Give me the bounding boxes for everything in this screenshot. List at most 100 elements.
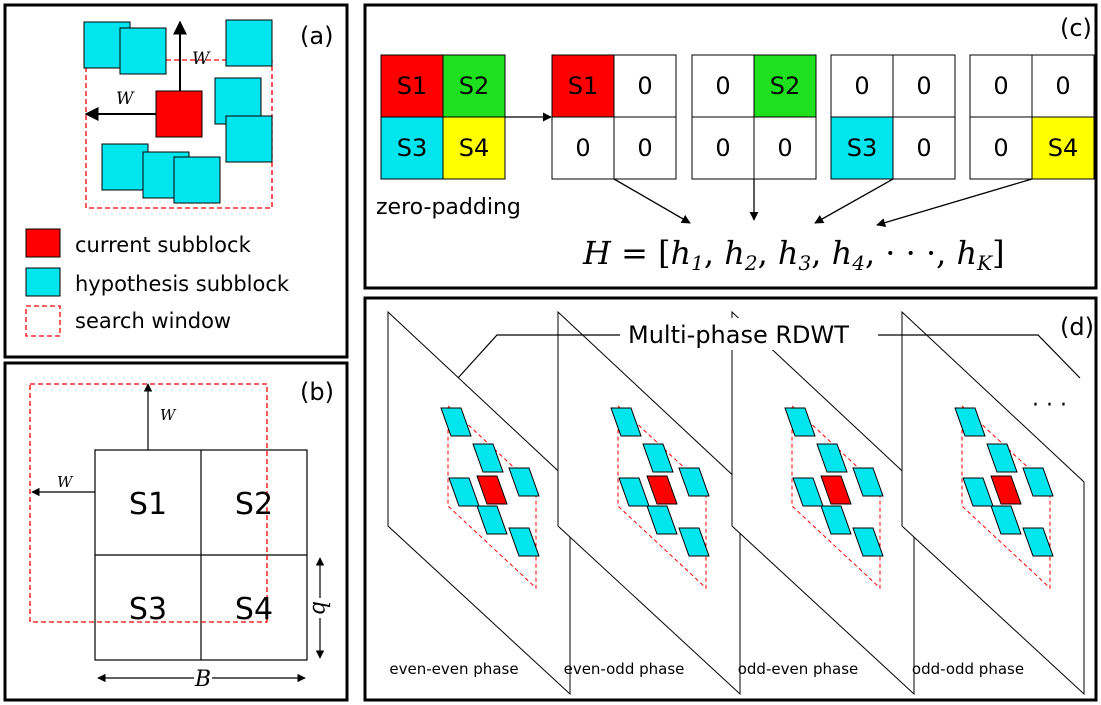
formula: H = [h1, h2, h3, h4, · · ·, hK] [582, 234, 1005, 275]
phase-label: odd-odd phase [912, 660, 1024, 678]
padded-cell-label: 0 [715, 134, 730, 162]
hypothesis-blocks [83, 19, 273, 204]
zero-padding-caption: zero-padding [376, 195, 521, 220]
padded-cell-label: 0 [993, 134, 1008, 162]
current-subblock [820, 475, 852, 505]
padded-block-4: 0 0 0 S4 [969, 54, 1095, 180]
hypothesis-subblock [1022, 467, 1054, 497]
hypothesis-subblock [472, 443, 504, 473]
hypothesis-subblock [678, 527, 710, 557]
source-s1-cell [380, 54, 444, 118]
padded-block-2: 0 S2 0 0 [691, 54, 817, 180]
current-subblock [155, 90, 203, 138]
padded-cell-label: 0 [916, 72, 931, 100]
hypothesis-subblock [646, 505, 678, 535]
padded-cell-label: S4 [1048, 134, 1079, 162]
phase-plane-4: odd-odd phase [901, 310, 1085, 696]
padded-block-3: 0 0 S3 0 [830, 54, 956, 180]
multiphase-title: Multi-phase RDWT [628, 321, 849, 349]
panel-c: (c) S1 S2 S3 S4 zero-padding S1 00 00 S20 00… [363, 3, 1098, 290]
phase-planes: even-even phase even-odd phase odd-even ph… [387, 310, 1085, 696]
w-label-up: W [192, 49, 211, 69]
padded-cell [691, 54, 755, 118]
phase-plane-3: odd-even phase [731, 310, 915, 696]
hypothesis-subblock [990, 505, 1022, 535]
padded-cell-label: 0 [854, 72, 869, 100]
panel-c-label: (c) [1060, 14, 1092, 42]
source-s4: S4 [459, 134, 490, 162]
title-leader-left [457, 334, 620, 379]
current-subblock [476, 475, 508, 505]
more-phases-ellipsis: · · · [1032, 393, 1067, 418]
padding-arrows [613, 178, 1033, 228]
arrow-block3 [814, 178, 894, 224]
b-dimension-label: B [194, 667, 211, 692]
search-window [617, 404, 707, 590]
legend-hypothesis-label: hypothesis subblock [75, 272, 290, 296]
hypothesis-subblock [986, 443, 1018, 473]
cell-s2: S2 [235, 487, 273, 522]
phase-label: even-odd phase [564, 660, 685, 678]
cell-s3: S3 [129, 592, 167, 627]
source-s2-cell [442, 54, 506, 118]
title-leader-right [878, 334, 1081, 379]
padded-cell-label: 0 [637, 134, 652, 162]
padded-cell [830, 116, 894, 180]
padded-cell-label: S2 [770, 72, 801, 100]
hypothesis-subblock [954, 407, 986, 437]
panel-b-label: (b) [300, 378, 334, 406]
hypothesis-subblock [101, 143, 149, 191]
arrow-block4 [876, 178, 1033, 228]
panel-b-frame [3, 361, 349, 702]
source-s2: S2 [459, 72, 490, 100]
hypothesis-subblock [476, 505, 508, 535]
hypothesis-subblock [1022, 527, 1054, 557]
padded-cell [830, 54, 894, 118]
hypothesis-subblock [642, 443, 674, 473]
panel-d: (d) even-even phase even-odd phase odd-eve… [363, 296, 1098, 702]
search-window [29, 383, 268, 623]
current-subblock [646, 475, 678, 505]
cell-s1: S1 [129, 487, 167, 522]
padded-block-1: S1 0 0 0 [551, 54, 677, 180]
source-block [380, 54, 506, 180]
arrow-block1 [613, 178, 691, 224]
hypothesis-subblock [784, 407, 816, 437]
w-label-left: W [116, 89, 135, 109]
legend-window-label: search window [75, 309, 231, 333]
hypothesis-subblock [678, 467, 710, 497]
legend-hypothesis-swatch [25, 267, 61, 297]
phase-label: odd-even phase [738, 660, 859, 678]
hypothesis-subblock [852, 467, 884, 497]
hypothesis-subblock [610, 407, 642, 437]
phase-plane [557, 310, 741, 696]
padded-cell-label: 0 [637, 72, 652, 100]
title-backdrop [624, 318, 874, 350]
hypothesis-subblock [816, 443, 848, 473]
padded-cell [753, 116, 817, 180]
w-label-up: W [160, 406, 177, 424]
source-s3: S3 [397, 134, 428, 162]
side-dimension-label: b [307, 601, 332, 615]
phase-plane [387, 310, 571, 696]
search-window [791, 404, 881, 590]
hypothesis-subblock [225, 115, 273, 163]
hypothesis-subblock [508, 467, 540, 497]
title-leaders [457, 334, 1081, 379]
padded-blocks: S1 0 0 0 0 S2 0 0 0 0 S3 0 0 0 0 S4 [551, 54, 1095, 180]
source-s1: S1 [397, 72, 428, 100]
panel-a-label: (a) [300, 22, 333, 50]
padded-cell [613, 116, 677, 180]
phase-plane [731, 310, 915, 696]
padded-cell [551, 116, 615, 180]
legend-window-swatch [25, 305, 61, 337]
hypothesis-subblock [852, 527, 884, 557]
padded-cell-label: 0 [993, 72, 1008, 100]
padded-cell [892, 54, 956, 118]
legend-current-label: current subblock [75, 233, 252, 257]
phase-label: even-even phase [389, 660, 518, 678]
phase-plane-1: even-even phase [387, 310, 571, 696]
current-subblock [990, 475, 1022, 505]
padded-cell-label: 0 [715, 72, 730, 100]
padded-cell-label: 0 [916, 134, 931, 162]
